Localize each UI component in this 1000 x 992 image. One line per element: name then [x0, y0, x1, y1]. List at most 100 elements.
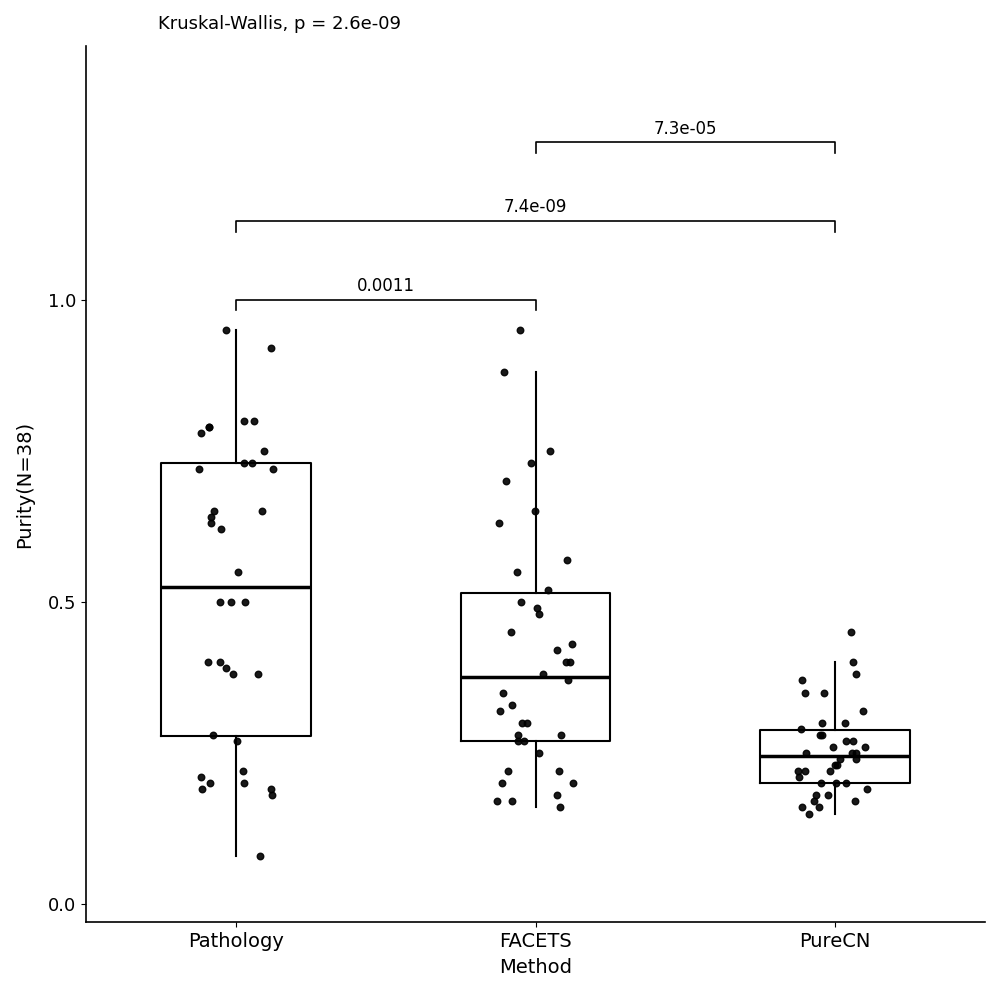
Point [791, 769, 807, 785]
Point [806, 794, 822, 809]
Point [844, 745, 860, 761]
Point [562, 655, 578, 671]
Point [531, 745, 547, 761]
Point [843, 624, 859, 640]
Point [828, 776, 844, 792]
Point [201, 419, 217, 434]
Point [559, 552, 575, 567]
Point [244, 455, 260, 471]
X-axis label: Method: Method [499, 958, 572, 977]
Point [212, 655, 228, 671]
Point [816, 684, 832, 700]
Point [523, 455, 539, 471]
Point [265, 461, 281, 477]
Point [857, 739, 873, 755]
Point [213, 522, 229, 538]
Point [212, 594, 228, 610]
Point [254, 503, 270, 519]
Point [191, 461, 207, 477]
Point [845, 733, 861, 749]
Point [230, 563, 246, 579]
Point [264, 788, 280, 804]
Point [203, 516, 219, 532]
Text: 0.0011: 0.0011 [357, 277, 415, 295]
Point [527, 503, 543, 519]
Point [509, 563, 525, 579]
Point [500, 763, 516, 779]
Point [498, 473, 514, 489]
Point [206, 503, 222, 519]
Point [529, 600, 545, 616]
Point [820, 788, 836, 804]
Point [246, 413, 262, 429]
Point [811, 800, 827, 815]
Point [848, 751, 864, 767]
Point [542, 442, 558, 458]
Y-axis label: Purity(N=38): Purity(N=38) [15, 421, 34, 548]
Point [203, 509, 219, 525]
Point [808, 788, 824, 804]
Point [491, 516, 507, 532]
Point [516, 733, 532, 749]
Point [794, 673, 810, 688]
Point [531, 606, 547, 622]
Point [540, 582, 556, 598]
Point [552, 800, 568, 815]
Point [236, 455, 252, 471]
Point [235, 763, 251, 779]
Point [838, 776, 854, 792]
Point [790, 763, 806, 779]
Point [837, 715, 853, 731]
Point [512, 321, 528, 337]
Text: Kruskal-Wallis, p = 2.6e-09: Kruskal-Wallis, p = 2.6e-09 [158, 15, 401, 33]
Point [263, 340, 279, 356]
Point [551, 763, 567, 779]
Text: 7.4e-09: 7.4e-09 [504, 198, 567, 216]
Point [822, 763, 838, 779]
Point [514, 715, 530, 731]
Point [535, 667, 551, 682]
Point [236, 413, 252, 429]
Point [492, 702, 508, 718]
Point [489, 794, 505, 809]
Point [263, 782, 279, 798]
Point [504, 696, 520, 712]
Point [797, 684, 813, 700]
Point [549, 643, 565, 659]
Point [250, 667, 266, 682]
Point [513, 594, 529, 610]
Point [553, 727, 569, 743]
Point [504, 794, 520, 809]
Point [193, 769, 209, 785]
Point [510, 733, 526, 749]
Point [825, 739, 841, 755]
Point [859, 782, 875, 798]
Text: 7.3e-05: 7.3e-05 [654, 120, 717, 138]
Point [558, 655, 574, 671]
Point [194, 782, 210, 798]
Point [237, 594, 253, 610]
Point [193, 425, 209, 440]
Point [793, 721, 809, 737]
Point [201, 419, 217, 434]
Point [225, 667, 241, 682]
Point [848, 667, 864, 682]
Point [200, 655, 216, 671]
Point [794, 800, 810, 815]
Point [813, 776, 829, 792]
Point [855, 702, 871, 718]
Point [495, 684, 511, 700]
Point [202, 776, 218, 792]
Point [510, 727, 526, 743]
Point [229, 733, 245, 749]
Point [218, 661, 234, 677]
Point [519, 715, 535, 731]
Point [252, 848, 268, 864]
Point [218, 321, 234, 337]
Point [829, 757, 845, 773]
Point [565, 776, 581, 792]
Point [827, 757, 843, 773]
Point [223, 594, 239, 610]
Point [814, 715, 830, 731]
Point [848, 745, 864, 761]
